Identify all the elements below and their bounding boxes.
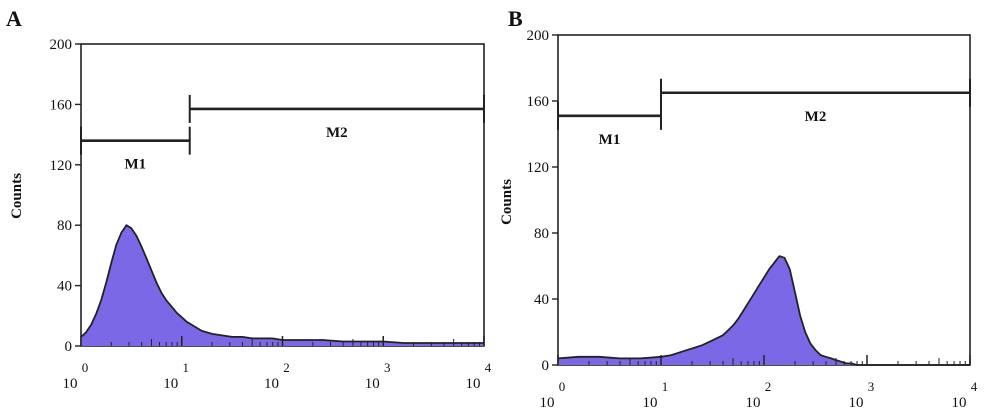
x-tick-label: 10 [264, 376, 279, 392]
x-tick-exponent: 4 [485, 360, 492, 375]
x-tick-exponent: 3 [384, 360, 391, 375]
y-tick-label: 0 [65, 339, 73, 355]
x-tick-exponent: 1 [183, 360, 190, 375]
x-tick-label: 10 [365, 376, 380, 392]
histogram-outline [80, 224, 484, 344]
x-tick-label: 10 [466, 376, 481, 392]
panel-label-a: A [6, 6, 22, 31]
x-tick-label: 10 [540, 395, 555, 411]
y-axis-label: Counts [499, 179, 515, 225]
panel-label-b: B [508, 6, 523, 31]
x-tick-label: 10 [849, 395, 864, 411]
y-tick-label: 40 [57, 279, 72, 295]
x-tick-exponent: 2 [283, 360, 290, 375]
x-tick-label: 10 [63, 376, 78, 392]
y-tick-label: 120 [527, 160, 550, 176]
y-tick-label: 0 [542, 358, 550, 374]
x-tick-exponent: 0 [82, 360, 89, 375]
x-tick-exponent: 3 [868, 379, 875, 394]
histogram-area [558, 256, 970, 365]
x-tick-exponent: 2 [765, 379, 772, 394]
y-axis-label: Counts [9, 173, 25, 219]
x-tick-label: 10 [952, 395, 967, 411]
y-tick-label: 200 [50, 37, 73, 53]
x-tick-exponent: 1 [662, 379, 669, 394]
gate-label: M2 [805, 109, 827, 125]
y-tick-label: 80 [534, 226, 549, 242]
y-tick-label: 120 [50, 158, 73, 174]
x-tick-label: 10 [163, 376, 178, 392]
y-tick-label: 40 [534, 292, 549, 308]
x-tick-label: 10 [746, 395, 761, 411]
plot-area: 0 40 80 120 160 200 10 0 10 1 10 2 10 3 10 4 M1 M2 [527, 28, 978, 411]
x-tick-label: 10 [643, 395, 658, 411]
gate-label: M1 [599, 132, 621, 148]
histogram-panel-b: B Counts 0 40 80 120 160 200 10 0 10 1 10 2 10 3 10 4 M1… [499, 6, 978, 411]
histogram-area [81, 225, 484, 346]
gate-label: M1 [125, 157, 147, 173]
y-tick-label: 200 [527, 28, 550, 44]
y-tick-label: 80 [57, 218, 72, 234]
y-tick-label: 160 [527, 94, 550, 110]
y-tick-label: 160 [50, 97, 73, 113]
plot-area: 0 40 80 120 160 200 10 0 10 1 10 2 10 3 10 4 M1 M2 [50, 37, 492, 392]
x-tick-exponent: 0 [559, 379, 566, 394]
gate-label: M2 [326, 125, 348, 141]
histogram-panel-a: A Counts 0 40 80 120 160 200 10 0 10 1 10 2 10 3 10 4 M1… [6, 6, 492, 392]
x-tick-exponent: 4 [971, 379, 978, 394]
